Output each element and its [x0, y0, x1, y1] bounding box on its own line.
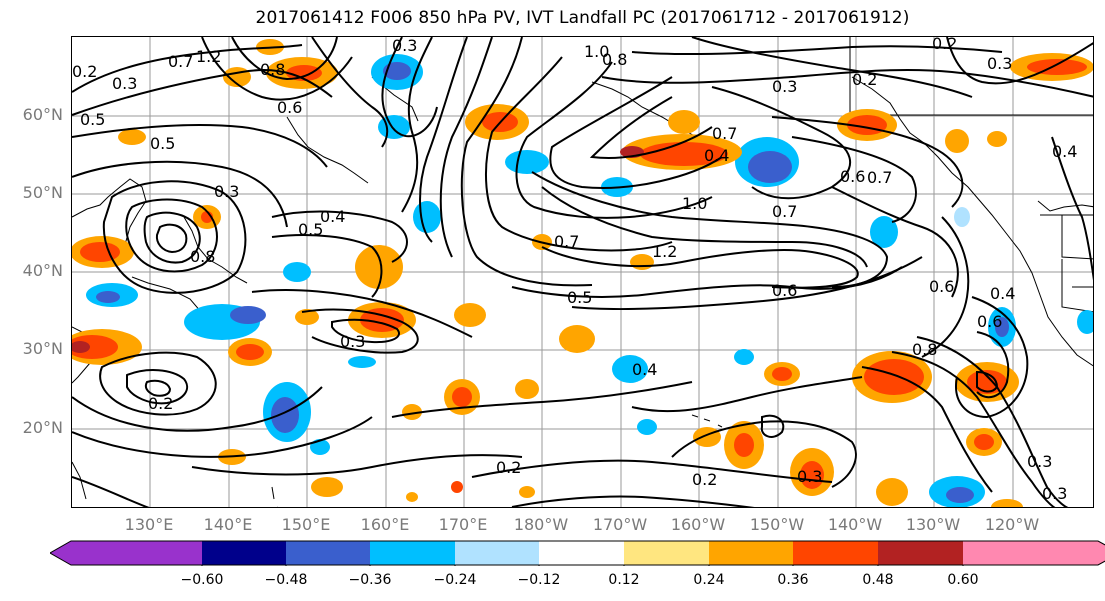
contour-label: 0.4 — [704, 146, 729, 165]
lon-label: 130°W — [905, 515, 961, 534]
contour-labels: 0.3 0.7 1.2 0.6 0.8 1.0 0.8 0.3 0.2 0.5 … — [72, 37, 1077, 503]
lon-label: 160°E — [360, 515, 410, 534]
contour-label: 0.4 — [632, 360, 657, 379]
colorbar-segment — [709, 541, 794, 565]
colorbar-segment — [878, 541, 964, 565]
map-title: 2017061412 F006 850 hPa PV, IVT Landfall… — [255, 8, 910, 28]
lon-label: 180°W — [513, 515, 569, 534]
contour-label: 0.7 — [772, 202, 797, 221]
contour-label: 0.3 — [772, 77, 797, 96]
colorbar-extend-left — [50, 541, 202, 565]
contour-label: 0.4 — [320, 207, 345, 226]
map-canvas: 0.3 0.7 1.2 0.6 0.8 1.0 0.8 0.3 0.2 0.5 … — [72, 37, 1093, 507]
contour-label: 0.2 — [852, 70, 877, 89]
contour-label: 0.8 — [260, 60, 285, 79]
colorbar-tick-label: 0.24 — [693, 572, 725, 588]
contour-label: 0.6 — [929, 277, 954, 296]
colorbar-tick-label: 0.36 — [777, 572, 809, 588]
contour-label: 0.5 — [567, 288, 592, 307]
contour-label: 0.2 — [496, 458, 521, 477]
contour-label: 0.6 — [772, 281, 797, 300]
colorbar-segment — [624, 541, 710, 565]
lat-label: 40°N — [22, 261, 63, 280]
contour-label: 0.4 — [1052, 142, 1077, 161]
colorbar-tick-label: −0.36 — [348, 572, 392, 588]
lon-label: 170°E — [438, 515, 488, 534]
colorbar-tick-label: 0.60 — [947, 572, 979, 588]
lon-label: 170°W — [592, 515, 648, 534]
contour-label: 0.8 — [190, 247, 215, 266]
positive-pv-shading — [72, 39, 1093, 507]
contour-label: 0.3 — [1042, 484, 1067, 503]
lon-label: 120°W — [984, 515, 1040, 534]
contour-label: 0.7 — [168, 52, 193, 71]
contour-label: 0.5 — [150, 134, 175, 153]
contour-label: 0.7 — [554, 232, 579, 251]
lat-label: 30°N — [22, 339, 63, 358]
colorbar-tick-label: −0.24 — [433, 572, 477, 588]
contour-label: 0.3 — [1027, 452, 1052, 471]
contour-label: 0.3 — [340, 332, 365, 351]
colorbar-segment — [286, 541, 371, 565]
contour-label: 0.8 — [912, 340, 937, 359]
contour-label: 1.2 — [652, 242, 677, 261]
contour-label: 0.2 — [72, 62, 97, 81]
contour-label: 0.4 — [990, 284, 1015, 303]
lon-label: 140°E — [203, 515, 253, 534]
contour-label: 0.6 — [840, 167, 865, 186]
lat-label: 60°N — [22, 105, 63, 124]
graticule — [72, 37, 1093, 507]
contour-label: 0.3 — [214, 182, 239, 201]
lat-label: 20°N — [22, 418, 63, 437]
lon-label: 150°E — [281, 515, 331, 534]
colorbar-segment — [202, 541, 287, 565]
contour-label: 0.3 — [112, 74, 137, 93]
colorbar-tick-label: 0.48 — [862, 572, 894, 588]
colorbar-segment — [455, 541, 540, 565]
colorbar-tick-label: −0.12 — [517, 572, 561, 588]
contour-label: 0.2 — [932, 37, 957, 53]
colorbar-tick-label: −0.60 — [180, 572, 224, 588]
contour-label: 1.0 — [584, 42, 609, 61]
contour-label: 0.8 — [602, 50, 627, 69]
contour-label: 0.7 — [712, 124, 737, 143]
lon-label: 140°W — [827, 515, 883, 534]
contour-label: 0.3 — [797, 467, 822, 486]
lon-label: 130°E — [124, 515, 174, 534]
colorbar-segment — [370, 541, 456, 565]
colorbar-tick-label: 0.12 — [608, 572, 640, 588]
contour-label: 0.6 — [977, 312, 1002, 331]
contour-label: 1.0 — [682, 194, 707, 213]
lat-label: 50°N — [22, 183, 63, 202]
colorbar-segment — [539, 541, 625, 565]
lon-label: 160°W — [670, 515, 726, 534]
contour-label: 0.2 — [692, 470, 717, 489]
pv-contours — [72, 37, 1093, 507]
contour-label: 0.5 — [80, 110, 105, 129]
colorbar-segment — [793, 541, 879, 565]
contour-label: 0.3 — [987, 54, 1012, 73]
contour-label: 0.2 — [148, 394, 173, 413]
contour-label: 0.6 — [277, 98, 302, 117]
negative-pv-shading — [86, 54, 1093, 507]
contour-label: 0.5 — [298, 220, 323, 239]
lon-label: 150°W — [749, 515, 805, 534]
colorbar — [48, 540, 1105, 569]
colorbar-tick-label: −0.48 — [264, 572, 308, 588]
colorbar-svg — [48, 540, 1105, 569]
contour-label: 0.7 — [867, 168, 892, 187]
map-panel: 0.3 0.7 1.2 0.6 0.8 1.0 0.8 0.3 0.2 0.5 … — [71, 36, 1094, 508]
colorbar-extend-right — [963, 541, 1105, 565]
colorbar-outline — [48, 540, 1105, 566]
contour-label: 0.3 — [392, 37, 417, 55]
contour-label: 1.2 — [196, 47, 221, 66]
